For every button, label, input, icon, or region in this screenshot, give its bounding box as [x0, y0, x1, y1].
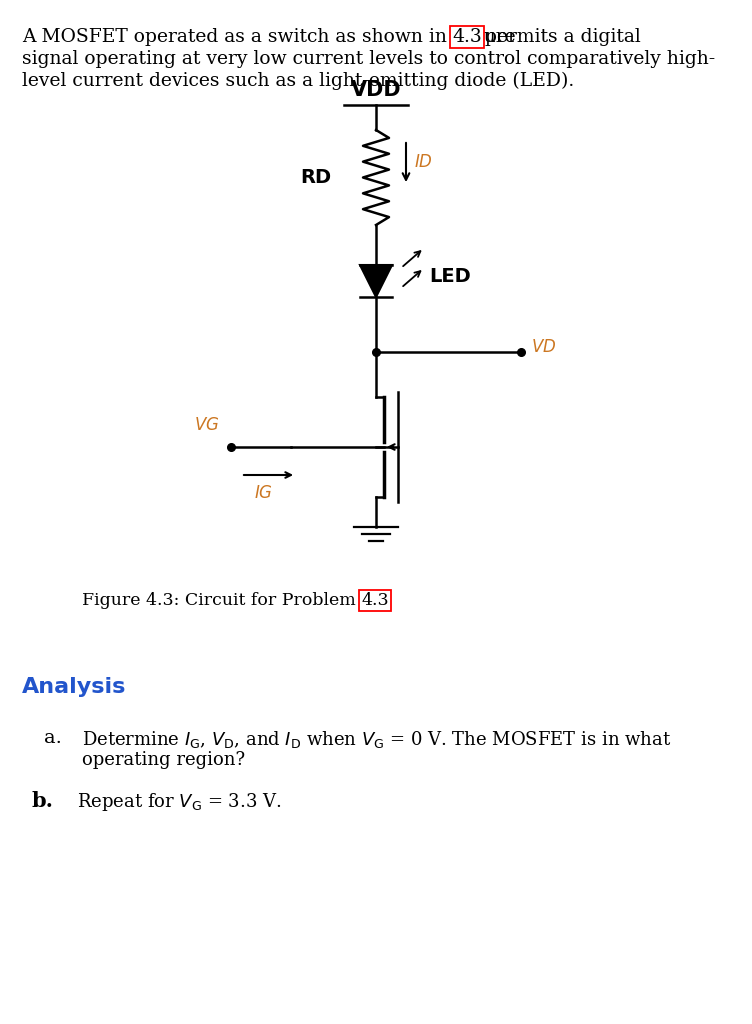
Text: LED: LED	[429, 267, 471, 287]
Text: $ID$: $ID$	[414, 154, 433, 171]
Text: RD: RD	[300, 168, 331, 187]
Text: a.: a.	[44, 729, 62, 746]
Text: VDD: VDD	[350, 80, 402, 100]
Text: permits a digital: permits a digital	[479, 28, 641, 46]
Text: Analysis: Analysis	[22, 677, 126, 697]
Text: level current devices such as a light-emitting diode (LED).: level current devices such as a light-em…	[22, 72, 575, 90]
Text: $IG$: $IG$	[254, 485, 273, 502]
Text: b.: b.	[32, 791, 54, 811]
Text: $VG$: $VG$	[193, 417, 219, 433]
Text: $VD$: $VD$	[531, 339, 556, 355]
Text: signal operating at very low current levels to control comparatively high-: signal operating at very low current lev…	[22, 50, 715, 68]
Text: Repeat for $V_{\mathrm{G}}$ = 3.3 V.: Repeat for $V_{\mathrm{G}}$ = 3.3 V.	[77, 791, 281, 813]
Text: operating region?: operating region?	[82, 751, 245, 769]
Text: Figure 4.3: Circuit for Problem: Figure 4.3: Circuit for Problem	[82, 592, 361, 609]
Text: Determine $I_{\mathrm{G}}$, $V_{\mathrm{D}}$, and $I_{\mathrm{D}}$ when $V_{\mat: Determine $I_{\mathrm{G}}$, $V_{\mathrm{…	[82, 729, 672, 750]
Text: 4.3: 4.3	[452, 28, 482, 46]
Text: A MOSFET operated as a switch as shown in Figure: A MOSFET operated as a switch as shown i…	[22, 28, 522, 46]
Text: 4.3: 4.3	[361, 592, 389, 609]
Polygon shape	[360, 265, 392, 297]
